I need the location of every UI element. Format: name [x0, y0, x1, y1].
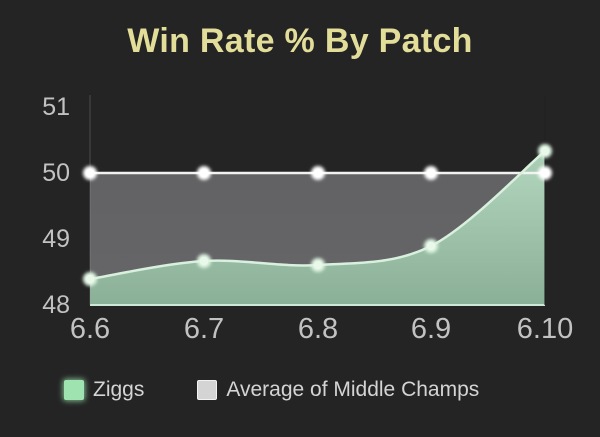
svg-text:50: 50 — [42, 159, 70, 187]
svg-text:51: 51 — [42, 93, 70, 121]
svg-text:6.10: 6.10 — [517, 313, 573, 345]
svg-text:49: 49 — [42, 225, 70, 253]
svg-text:6.8: 6.8 — [298, 313, 338, 345]
svg-text:6.7: 6.7 — [184, 313, 224, 345]
svg-text:48: 48 — [42, 291, 70, 319]
svg-text:6.9: 6.9 — [411, 313, 451, 345]
svg-text:6.6: 6.6 — [70, 313, 110, 345]
